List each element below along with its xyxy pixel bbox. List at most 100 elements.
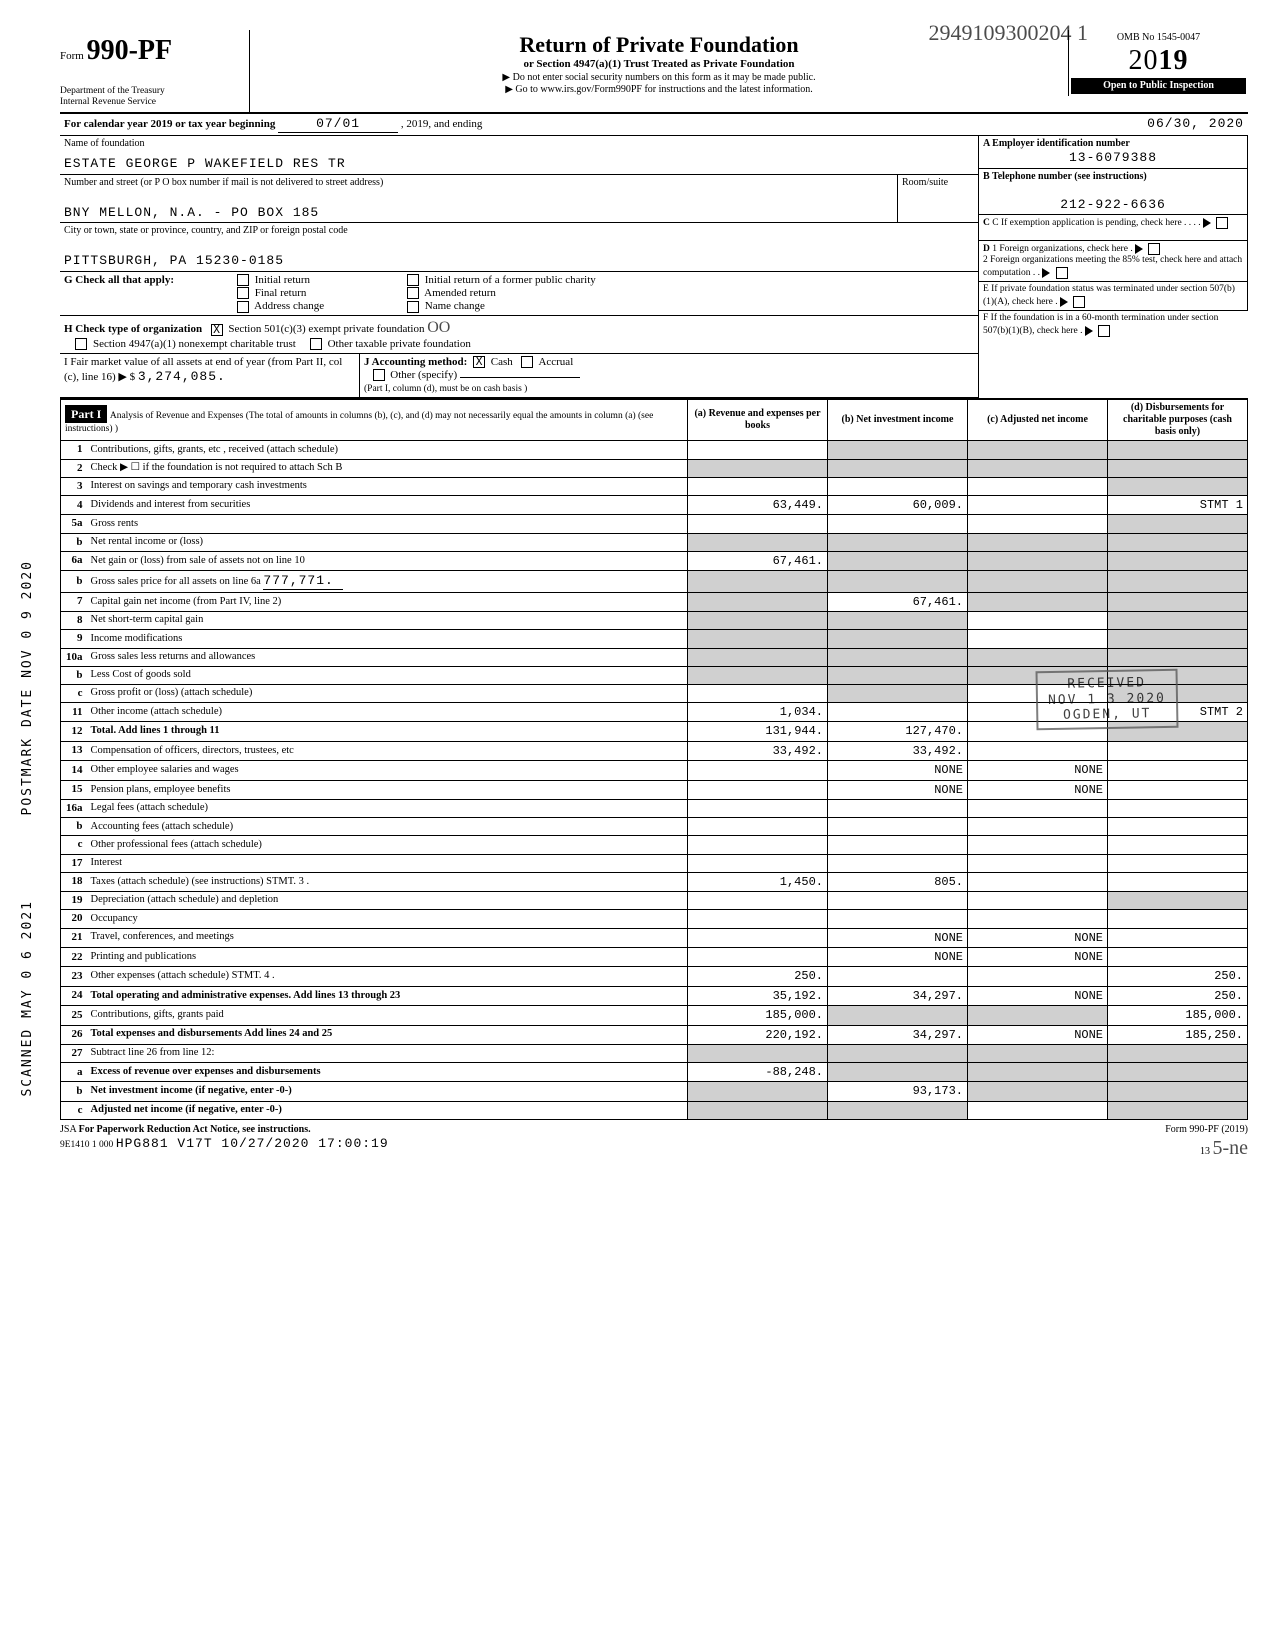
g-initial-checkbox[interactable] [237, 274, 249, 286]
arrow-icon [1085, 326, 1093, 336]
d2-checkbox[interactable] [1056, 267, 1068, 279]
amt-cell[interactable]: 185,000. [1108, 1006, 1248, 1025]
amt-cell[interactable]: 127,470. [828, 722, 968, 741]
line-desc: Printing and publications [87, 947, 688, 966]
amt-cell[interactable]: NONE [968, 947, 1108, 966]
amt-cell[interactable]: 35,192. [688, 986, 828, 1005]
arrow-icon [1135, 244, 1143, 254]
line-desc: Other income (attach schedule) [87, 703, 688, 722]
ein-value[interactable]: 13-6079388 [983, 150, 1243, 166]
footer-page: 13 [1200, 1146, 1210, 1157]
line-desc: Taxes (attach schedule) (see instruction… [87, 872, 688, 891]
amt-cell[interactable]: NONE [828, 947, 968, 966]
h-501c3-checkbox[interactable]: X [211, 324, 223, 336]
line-desc: Check ▶ ☐ if the foundation is not requi… [87, 459, 688, 477]
line-desc: Net short-term capital gain [87, 612, 688, 630]
amt-cell[interactable]: 250. [688, 967, 828, 986]
amt-cell[interactable]: 34,297. [828, 1025, 968, 1044]
amt-cell[interactable]: NONE [828, 928, 968, 947]
line-desc: Net rental income or (loss) [87, 533, 688, 551]
h-opt3: Other taxable private foundation [328, 338, 471, 350]
table-row: 24Total operating and administrative exp… [61, 986, 1248, 1005]
foundation-name[interactable]: ESTATE GEORGE P WAKEFIELD RES TR [64, 156, 974, 172]
c-checkbox[interactable] [1216, 217, 1228, 229]
arrow-icon [1203, 218, 1211, 228]
amt-cell[interactable]: 33,492. [688, 741, 828, 760]
amt-cell[interactable]: 185,250. [1108, 1025, 1248, 1044]
g-opt-4: Amended return [424, 287, 496, 299]
amt-cell[interactable]: 220,192. [688, 1025, 828, 1044]
amt-cell[interactable]: NONE [828, 761, 968, 780]
h-4947-checkbox[interactable] [75, 338, 87, 350]
amt-cell[interactable]: 1,450. [688, 872, 828, 891]
h-opt2: Section 4947(a)(1) nonexempt charitable … [93, 338, 296, 350]
d1-checkbox[interactable] [1148, 243, 1160, 255]
line-desc: Total. Add lines 1 through 11 [91, 725, 220, 736]
arrow-icon [1060, 297, 1068, 307]
omb-number: OMB No 1545-0047 [1071, 32, 1246, 44]
amt-cell[interactable]: 250. [1108, 967, 1248, 986]
amt-cell[interactable]: NONE [968, 986, 1108, 1005]
j-cash-checkbox[interactable]: X [473, 356, 485, 368]
g-opt-3: Initial return of a former public charit… [425, 274, 596, 286]
hand-5ne: 5-ne [1212, 1137, 1248, 1159]
amt-cell[interactable]: 60,009. [828, 496, 968, 515]
amt-cell[interactable]: 63,449. [688, 496, 828, 515]
amt-cell[interactable]: 67,461. [688, 551, 828, 570]
amt-cell[interactable]: 33,492. [828, 741, 968, 760]
h-other-checkbox[interactable] [310, 338, 322, 350]
inline-amt[interactable]: 777,771. [263, 573, 343, 590]
e-checkbox[interactable] [1073, 296, 1085, 308]
j-note: (Part I, column (d), must be on cash bas… [364, 384, 527, 394]
amt-cell[interactable]: 805. [828, 872, 968, 891]
amt-cell[interactable]: NONE [968, 1025, 1108, 1044]
amt-cell[interactable]: NONE [968, 928, 1108, 947]
amt-cell[interactable]: -88,248. [688, 1063, 828, 1082]
amt-cell[interactable]: 34,297. [828, 986, 968, 1005]
j-accrual-checkbox[interactable] [521, 356, 533, 368]
table-row: 20Occupancy [61, 910, 1248, 928]
table-row: bGross sales price for all assets on lin… [61, 571, 1248, 593]
g-former-checkbox[interactable] [407, 274, 419, 286]
line-desc: Adjusted net income (if negative, enter … [91, 1104, 282, 1115]
g-address-checkbox[interactable] [237, 301, 249, 313]
line-desc: Accounting fees (attach schedule) [87, 818, 688, 836]
period-begin[interactable]: 07/01 [278, 116, 398, 133]
line-desc: Gross sales less returns and allowances [87, 648, 688, 666]
amt-cell[interactable]: 131,944. [688, 722, 828, 741]
amt-cell[interactable]: 185,000. [688, 1006, 828, 1025]
amt-cell[interactable]: 1,034. [688, 703, 828, 722]
line-desc: Occupancy [87, 910, 688, 928]
f-checkbox[interactable] [1098, 325, 1110, 337]
phone-value[interactable]: 212-922-6636 [983, 197, 1243, 213]
period-mid: , 2019, and ending [401, 118, 483, 130]
period-end[interactable]: 06/30, 2020 [1068, 114, 1248, 135]
foundation-address[interactable]: BNY MELLON, N.A. - PO BOX 185 [64, 205, 893, 221]
tax-year: 20201919 [1071, 44, 1246, 78]
table-row: 9Income modifications [61, 630, 1248, 648]
irs-label: Internal Revenue Service [60, 97, 241, 108]
j-other-checkbox[interactable] [373, 369, 385, 381]
amt-cell[interactable]: NONE [968, 780, 1108, 799]
i-value[interactable]: 3,274,085. [138, 369, 226, 384]
amt-cell[interactable]: 67,461. [828, 592, 968, 611]
amt-cell[interactable]: NONE [828, 780, 968, 799]
table-row: 4Dividends and interest from securities6… [61, 496, 1248, 515]
g-namechange-checkbox[interactable] [407, 301, 419, 313]
table-row: 3Interest on savings and temporary cash … [61, 477, 1248, 495]
line-desc: Less Cost of goods sold [87, 666, 688, 684]
g-amended-checkbox[interactable] [407, 287, 419, 299]
amt-cell[interactable]: NONE [968, 761, 1108, 780]
j-accrual: Accrual [538, 356, 573, 368]
stamp-received-loc: OGDEN, UT [1048, 706, 1166, 724]
amt-cell[interactable]: 250. [1108, 986, 1248, 1005]
line-desc: Net investment income (if negative, ente… [91, 1085, 292, 1096]
foundation-city[interactable]: PITTSBURGH, PA 15230-0185 [64, 253, 974, 269]
table-row: 13Compensation of officers, directors, t… [61, 741, 1248, 760]
footer-stamp: HPG881 V17T 10/27/2020 17:00:19 [116, 1136, 389, 1151]
scanned-stamp: SCANNED MAY 0 6 2021 [20, 900, 36, 1097]
amt-cell[interactable]: 93,173. [828, 1082, 968, 1101]
g-final-checkbox[interactable] [237, 287, 249, 299]
a-label: A Employer identification number [983, 138, 1130, 149]
line-desc: Net gain or (loss) from sale of assets n… [87, 551, 688, 570]
